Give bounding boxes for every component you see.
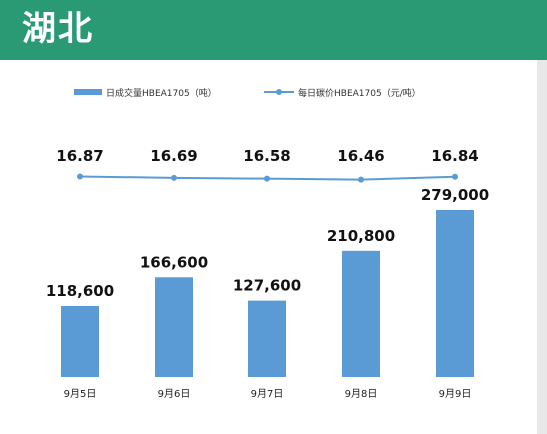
price-value-label: 16.84 bbox=[431, 147, 478, 165]
bar bbox=[436, 210, 474, 377]
price-value-label: 16.69 bbox=[150, 147, 197, 165]
bar-value-label: 166,600 bbox=[140, 253, 208, 271]
bar-value-label: 127,600 bbox=[233, 277, 301, 295]
price-value-label: 16.46 bbox=[337, 147, 384, 165]
page-title: 湖北 bbox=[22, 9, 94, 49]
header-bar: 湖北 bbox=[0, 0, 547, 60]
price-point bbox=[264, 175, 270, 182]
bar-series: 118,600 166,600 127,600 210,800 279,000 bbox=[46, 186, 489, 377]
price-value-label: 16.58 bbox=[243, 147, 290, 165]
bar-value-label: 210,800 bbox=[327, 227, 395, 245]
price-point bbox=[452, 173, 458, 180]
bar bbox=[342, 250, 380, 377]
price-point bbox=[358, 176, 364, 183]
price-point bbox=[171, 174, 177, 181]
price-point bbox=[77, 173, 83, 180]
x-tick-label: 9月5日 bbox=[64, 388, 97, 400]
legend-line-marker bbox=[276, 89, 282, 95]
bar bbox=[248, 300, 286, 377]
line-series: 16.87 16.69 16.58 16.46 16.84 bbox=[56, 147, 479, 183]
x-tick-label: 9月7日 bbox=[251, 388, 284, 400]
right-margin bbox=[537, 60, 547, 434]
bar bbox=[61, 306, 99, 377]
bar-value-label: 118,600 bbox=[46, 282, 114, 300]
x-tick-label: 9月9日 bbox=[439, 388, 472, 400]
x-tick-label: 9月8日 bbox=[345, 388, 378, 400]
legend-bar-label: 日成交量HBEA1705（吨） bbox=[106, 87, 217, 99]
bar-value-label: 279,000 bbox=[421, 186, 489, 204]
legend: 日成交量HBEA1705（吨） 每日碳价HBEA1705（元/吨） bbox=[74, 87, 421, 99]
bar bbox=[155, 277, 193, 377]
legend-bar-swatch bbox=[74, 89, 102, 95]
legend-line-label: 每日碳价HBEA1705（元/吨） bbox=[298, 87, 421, 99]
x-tick-label: 9月6日 bbox=[158, 388, 191, 400]
price-value-label: 16.87 bbox=[56, 147, 103, 165]
x-axis: 9月5日 9月6日 9月7日 9月8日 9月9日 bbox=[64, 388, 472, 400]
